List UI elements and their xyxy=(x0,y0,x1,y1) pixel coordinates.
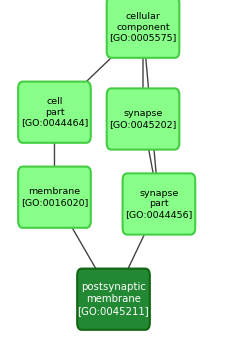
FancyBboxPatch shape xyxy=(77,269,150,330)
Text: postsynaptic
membrane
[GO:0045211]: postsynaptic membrane [GO:0045211] xyxy=(78,282,149,316)
Text: membrane
[GO:0016020]: membrane [GO:0016020] xyxy=(21,187,88,207)
Text: cellular
component
[GO:0005575]: cellular component [GO:0005575] xyxy=(109,12,177,42)
FancyBboxPatch shape xyxy=(18,167,91,228)
FancyBboxPatch shape xyxy=(107,0,179,58)
FancyBboxPatch shape xyxy=(123,173,195,235)
FancyBboxPatch shape xyxy=(18,82,91,143)
Text: cell
part
[GO:0044464]: cell part [GO:0044464] xyxy=(21,97,88,128)
Text: synapse
part
[GO:0044456]: synapse part [GO:0044456] xyxy=(125,189,192,219)
FancyBboxPatch shape xyxy=(107,88,179,150)
Text: synapse
[GO:0045202]: synapse [GO:0045202] xyxy=(109,109,177,129)
